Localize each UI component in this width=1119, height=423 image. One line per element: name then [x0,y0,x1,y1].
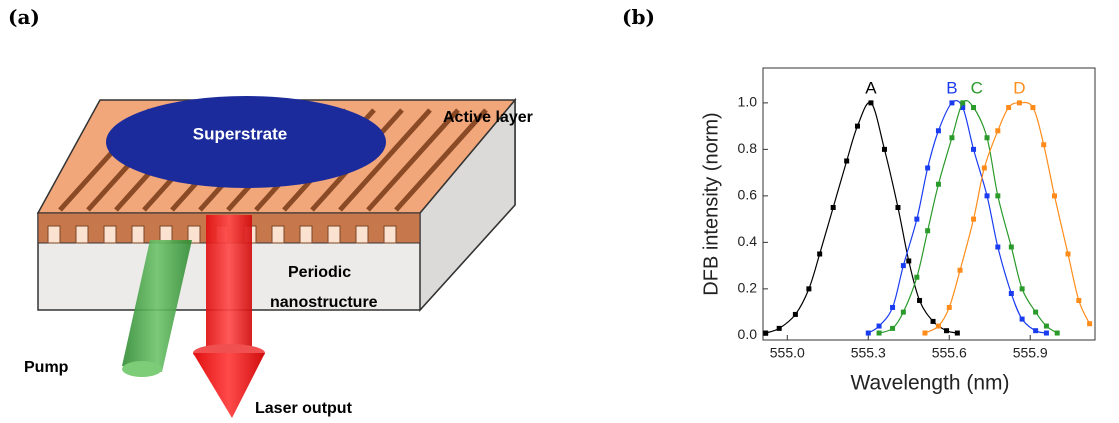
data-point [971,217,976,222]
data-point [936,128,941,133]
data-point [1044,324,1049,329]
data-point [947,305,952,310]
nanostructure-label: nanostructure [270,294,378,311]
data-point [890,305,895,310]
data-point [868,100,873,105]
data-point [1030,105,1035,110]
x-tick-label: 555.6 [932,345,967,361]
data-point [931,319,936,324]
data-point [895,205,900,210]
plot-frame [763,68,1095,340]
data-point [1006,105,1011,110]
x-tick-label: 555.3 [851,345,886,361]
data-point [844,158,849,163]
data-point [1020,317,1025,322]
figure: (a) (b) Superstrate Active layer Periodi… [0,0,1119,423]
data-point [917,298,922,303]
data-point [925,228,930,233]
laser-output-label: Laser output [255,400,353,417]
data-point [922,331,927,336]
x-tick-label: 555.9 [1013,345,1048,361]
data-point [949,100,954,105]
data-point [831,205,836,210]
y-axis-title: DFB intensity (norm) [700,112,722,295]
series-label: B [946,78,957,97]
data-point [1076,298,1081,303]
y-tick-label: 0.0 [738,326,758,342]
data-point [971,105,976,110]
data-point [1020,286,1025,291]
data-point [901,310,906,315]
data-point [944,328,949,333]
series-label: C [971,78,983,97]
fit-curve [868,101,1046,333]
data-point [949,135,954,140]
data-point [914,275,919,280]
x-axis-title: Wavelength (nm) [850,372,1009,395]
data-point [936,324,941,329]
fit-curve [879,101,1057,333]
data-point [971,147,976,152]
data-point [1041,142,1046,147]
y-tick-label: 0.8 [738,140,758,156]
data-point [1052,193,1057,198]
data-point [925,165,930,170]
panel-label: (b) [622,5,655,29]
data-point [877,324,882,329]
y-tick-label: 0.6 [738,187,758,203]
data-point [806,286,811,291]
pump-label: Pump [24,359,69,376]
data-point [995,128,1000,133]
data-point [882,147,887,152]
series-label: D [1013,78,1025,97]
data-point [890,326,895,331]
data-point [1044,331,1049,336]
data-point [777,326,782,331]
panel-label: (a) [8,5,40,29]
data-point [995,245,1000,250]
data-point [866,331,871,336]
nanostructure-label: Periodic [288,264,351,281]
data-point [855,124,860,129]
y-tick-label: 0.2 [738,280,758,296]
data-point [1055,331,1060,336]
fit-curve [766,102,958,333]
data-point [955,331,960,336]
data-point [960,100,965,105]
data-point [995,193,1000,198]
data-point [901,263,906,268]
data-point [1009,245,1014,250]
data-point [793,312,798,317]
data-point [936,182,941,187]
data-point [914,217,919,222]
x-tick-label: 555.0 [770,345,805,361]
data-point [1087,321,1092,326]
device-diagram [38,96,515,418]
y-tick-label: 1.0 [738,94,758,110]
data-point [958,268,963,273]
active-layer-label: Active layer [443,109,533,126]
data-point [1033,328,1038,333]
data-point [1033,310,1038,315]
superstrate-label: Superstrate [193,124,287,143]
data-point [877,331,882,336]
data-point [1009,291,1014,296]
data-point [763,331,768,336]
data-point [985,135,990,140]
series-label: A [865,78,877,97]
data-point [906,258,911,263]
data-point [817,251,822,256]
data-point [1066,251,1071,256]
data-point [1017,100,1022,105]
y-tick-label: 0.4 [738,233,758,249]
data-point [985,193,990,198]
data-point [982,165,987,170]
